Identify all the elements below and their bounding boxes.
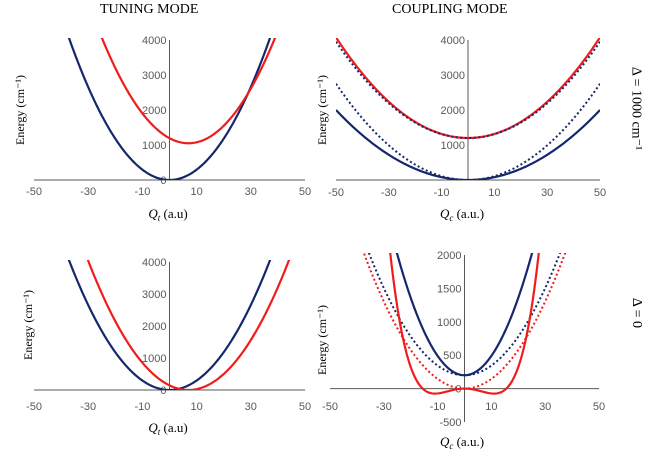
y-tick-label: 1000 — [441, 140, 465, 152]
y-axis-label: Energy (cm⁻¹) — [13, 75, 27, 145]
x-tick-label: 10 — [190, 401, 202, 413]
x-tick-label: -50 — [328, 187, 344, 199]
y-tick-label: 2000 — [441, 105, 465, 117]
y-tick-label: 1000 — [142, 353, 166, 365]
x-tick-label: -10 — [434, 187, 450, 199]
coupling-top-series-1-navy-solid — [336, 109, 600, 180]
x-tick-label: -10 — [134, 401, 150, 413]
y-tick-label: 1000 — [142, 140, 166, 152]
y-tick-label: 1000 — [437, 317, 461, 329]
coupling-mode-header: COUPLING MODE — [392, 2, 508, 17]
y-tick-label: 500 — [443, 350, 461, 362]
y-axis-label: Energy (cm⁻¹) — [315, 305, 329, 375]
coupling-top-series-0-red-solid — [336, 38, 600, 140]
x-tick-label: -50 — [26, 186, 42, 198]
tuning-top-series-1-red-solid — [100, 38, 277, 145]
tuning-top-panel: 0 1000 2000 3000 4000 -50 -30 -10 10 30 50 Energy (… — [13, 35, 311, 223]
y-axis-label: Energy (cm⁻¹) — [21, 290, 35, 360]
tuning-mode-header: TUNING MODE — [100, 2, 199, 17]
x-tick-label: -30 — [80, 186, 96, 198]
x-tick-label: 10 — [190, 186, 202, 198]
y-tick-label: -500 — [439, 417, 461, 429]
x-axis-label: Qc (a.u.) — [440, 206, 484, 223]
y-tick-label: 0 — [160, 385, 166, 397]
x-tick-label: 50 — [594, 187, 606, 199]
x-tick-label: -50 — [322, 401, 338, 413]
tuning-top-series-0-navy-solid — [67, 38, 272, 180]
delta-0-label: Δ = 0 — [629, 297, 644, 329]
y-tick-label: 2000 — [142, 321, 166, 333]
x-tick-label: 30 — [245, 186, 257, 198]
x-tick-label: -10 — [430, 401, 446, 413]
y-tick-label: 2000 — [142, 105, 166, 117]
delta-1000-label: Δ = 1000 cm⁻¹ — [628, 66, 644, 151]
tuning-bottom-series-1-red-solid — [86, 260, 291, 390]
x-tick-label: 50 — [299, 186, 311, 198]
x-tick-label: 50 — [593, 401, 605, 413]
coupling-top-series-2-navy-dotted — [336, 41, 600, 140]
y-tick-label: 4000 — [142, 257, 166, 269]
x-axis-label: Qt (a.u) — [148, 420, 187, 437]
y-tick-label: 4000 — [441, 35, 465, 47]
y-tick-label: 3000 — [142, 70, 166, 82]
tuning-bottom-panel: 0 1000 2000 3000 4000 -50 -30 -10 10 30 50 Energy (… — [21, 257, 311, 437]
y-tick-label: 3000 — [142, 289, 166, 301]
x-tick-label: -50 — [26, 401, 42, 413]
x-tick-label: 30 — [541, 187, 553, 199]
x-tick-label: -10 — [134, 186, 150, 198]
coupling-top-panel: 1000 2000 3000 4000 -50 -30 -10 10 30 50 Energy (c… — [315, 35, 606, 223]
coupling-bottom-series-1-navy-dotted — [367, 253, 562, 377]
x-tick-label: 30 — [539, 401, 551, 413]
x-tick-label: -30 — [80, 401, 96, 413]
coupling-bottom-series-3-red-solid — [389, 253, 540, 395]
y-tick-label: 1500 — [437, 283, 461, 295]
y-tick-label: 2000 — [437, 250, 461, 262]
x-tick-label: -30 — [381, 187, 397, 199]
y-tick-label: 0 — [160, 175, 166, 187]
y-axis-label: Energy (cm⁻¹) — [315, 75, 329, 145]
x-axis-label: Qc (a.u.) — [440, 434, 484, 451]
x-tick-label: 50 — [299, 401, 311, 413]
y-tick-label: 4000 — [142, 35, 166, 47]
x-tick-label: 10 — [485, 401, 497, 413]
x-tick-label: -30 — [376, 401, 392, 413]
x-tick-label: 30 — [245, 401, 257, 413]
tuning-bottom-series-0-navy-solid — [67, 260, 272, 390]
x-axis-label: Qt (a.u) — [148, 206, 187, 223]
coupling-top-series-3-navy-dotted — [336, 83, 600, 180]
y-tick-label: 3000 — [441, 70, 465, 82]
x-tick-label: 10 — [488, 187, 500, 199]
